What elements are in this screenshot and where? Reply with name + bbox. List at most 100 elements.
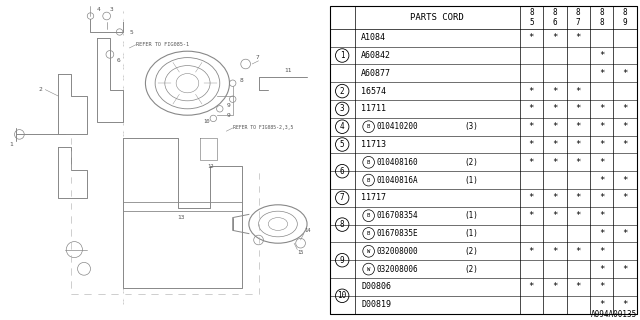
- Text: *: *: [529, 211, 534, 220]
- Text: *: *: [529, 158, 534, 167]
- Text: 14: 14: [304, 228, 310, 233]
- Text: 5: 5: [340, 140, 344, 149]
- Text: *: *: [599, 104, 604, 113]
- Text: *: *: [599, 193, 604, 202]
- Text: *: *: [623, 300, 628, 309]
- Text: 1: 1: [10, 141, 13, 147]
- Text: 13: 13: [178, 215, 185, 220]
- Text: A60842: A60842: [361, 51, 391, 60]
- Text: *: *: [599, 247, 604, 256]
- Text: *: *: [599, 211, 604, 220]
- Text: W: W: [367, 267, 371, 272]
- Text: 9: 9: [340, 256, 344, 265]
- Text: 3: 3: [340, 104, 344, 113]
- Text: D00819: D00819: [361, 300, 391, 309]
- Text: 7: 7: [576, 18, 580, 27]
- Text: *: *: [552, 104, 557, 113]
- Text: 12: 12: [207, 164, 213, 169]
- Text: *: *: [529, 122, 534, 131]
- Text: *: *: [529, 247, 534, 256]
- Text: 5: 5: [129, 29, 133, 35]
- Text: 032008006: 032008006: [377, 265, 419, 274]
- Text: *: *: [623, 104, 628, 113]
- Text: *: *: [552, 87, 557, 96]
- Text: *: *: [599, 69, 604, 78]
- Text: *: *: [575, 104, 581, 113]
- Text: *: *: [623, 69, 628, 78]
- Text: A1084: A1084: [361, 33, 386, 42]
- Text: B: B: [367, 231, 371, 236]
- Text: *: *: [599, 158, 604, 167]
- Text: *: *: [623, 122, 628, 131]
- Text: A094A00135: A094A00135: [591, 310, 637, 319]
- Text: *: *: [529, 104, 534, 113]
- Text: 11717: 11717: [361, 193, 386, 202]
- Text: *: *: [552, 158, 557, 167]
- Text: *: *: [529, 87, 534, 96]
- Text: *: *: [552, 211, 557, 220]
- Text: *: *: [623, 140, 628, 149]
- Text: REFER TO FIG085-1: REFER TO FIG085-1: [136, 42, 189, 47]
- Text: 4: 4: [340, 122, 344, 131]
- Text: 11: 11: [284, 68, 292, 73]
- Text: (3): (3): [464, 122, 478, 131]
- Text: *: *: [599, 229, 604, 238]
- Text: 6: 6: [116, 58, 120, 63]
- Text: *: *: [552, 193, 557, 202]
- Text: *: *: [552, 122, 557, 131]
- Text: 2: 2: [340, 87, 344, 96]
- Text: 8: 8: [529, 8, 534, 17]
- Text: (2): (2): [464, 247, 478, 256]
- Text: (2): (2): [464, 265, 478, 274]
- Text: *: *: [623, 229, 628, 238]
- Text: *: *: [599, 51, 604, 60]
- Text: *: *: [575, 247, 581, 256]
- Text: 1: 1: [340, 51, 344, 60]
- Text: *: *: [529, 193, 534, 202]
- Text: *: *: [575, 87, 581, 96]
- Text: *: *: [623, 176, 628, 185]
- Text: *: *: [623, 193, 628, 202]
- Text: (2): (2): [464, 158, 478, 167]
- Text: *: *: [552, 247, 557, 256]
- Text: (1): (1): [464, 176, 478, 185]
- Text: 8: 8: [599, 8, 604, 17]
- Text: *: *: [575, 33, 581, 42]
- Text: B: B: [367, 160, 371, 165]
- Text: 8: 8: [599, 18, 604, 27]
- Text: 15: 15: [298, 250, 304, 255]
- Text: 6: 6: [340, 167, 344, 176]
- Text: 5: 5: [529, 18, 534, 27]
- Text: A60877: A60877: [361, 69, 391, 78]
- Text: 010408160: 010408160: [377, 158, 419, 167]
- Text: *: *: [552, 282, 557, 292]
- Text: *: *: [552, 33, 557, 42]
- Text: PARTS CORD: PARTS CORD: [410, 13, 464, 22]
- Text: 7: 7: [255, 55, 259, 60]
- Text: *: *: [552, 140, 557, 149]
- Text: *: *: [599, 300, 604, 309]
- Text: 9: 9: [227, 113, 230, 118]
- Text: *: *: [529, 33, 534, 42]
- Text: *: *: [529, 140, 534, 149]
- Text: (1): (1): [464, 229, 478, 238]
- Text: 8: 8: [239, 77, 243, 83]
- Text: *: *: [575, 211, 581, 220]
- Text: 010410200: 010410200: [377, 122, 419, 131]
- Text: 11713: 11713: [361, 140, 386, 149]
- Text: REFER TO FIG085-2,3,5: REFER TO FIG085-2,3,5: [233, 125, 293, 131]
- Text: *: *: [599, 282, 604, 292]
- Text: B: B: [367, 213, 371, 218]
- Text: (1): (1): [464, 211, 478, 220]
- Text: 11711: 11711: [361, 104, 386, 113]
- Text: 3: 3: [110, 7, 114, 12]
- Text: *: *: [575, 140, 581, 149]
- Text: *: *: [599, 122, 604, 131]
- Text: 9: 9: [227, 103, 230, 108]
- Text: W: W: [367, 249, 371, 254]
- Text: *: *: [575, 122, 581, 131]
- Text: 8: 8: [623, 8, 627, 17]
- Text: *: *: [599, 176, 604, 185]
- Text: *: *: [599, 140, 604, 149]
- Text: B: B: [367, 178, 371, 183]
